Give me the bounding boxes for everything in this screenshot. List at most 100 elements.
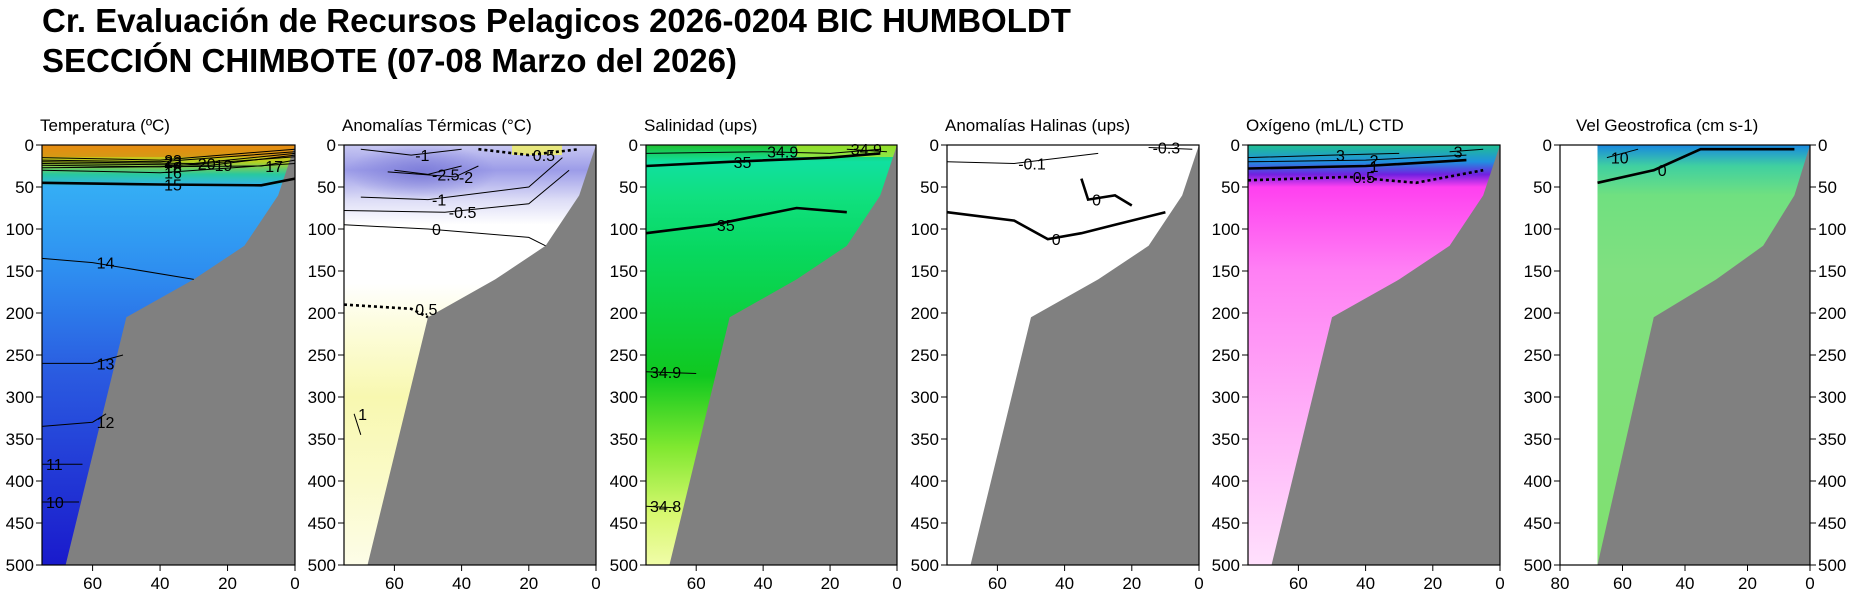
contour-line	[353, 413, 362, 435]
y-tick-label: 300	[610, 388, 638, 407]
y-tick-label: 0	[25, 136, 34, 155]
y-tick-label: 300	[911, 388, 939, 407]
x-tick-label: 40	[1356, 574, 1375, 593]
chart-subtitle: SECCIÓN CHIMBOTE (07-08 Marzo del 2026)	[42, 42, 737, 79]
x-tick-label: 20	[1423, 574, 1442, 593]
y-tick-label: 0	[1543, 136, 1552, 155]
contour-line	[1247, 152, 1400, 159]
contour-label: 10	[1611, 151, 1629, 168]
y-tick-label: 450	[1818, 514, 1846, 533]
y-tick-label: 500	[911, 556, 939, 575]
contour-line	[1449, 148, 1484, 153]
contour-label: 0	[1052, 232, 1061, 249]
x-tick-label: 0	[1495, 574, 1504, 593]
y-tick-label: 0	[1231, 136, 1240, 155]
contour-line	[343, 224, 546, 247]
y-tick-label: 300	[308, 388, 336, 407]
warm-patch	[512, 145, 562, 155]
contour-label: 1	[358, 407, 367, 424]
contour-line	[41, 163, 296, 174]
y-tick-label: 250	[308, 346, 336, 365]
y-tick-label: 500	[1524, 556, 1552, 575]
y-tick-label: 300	[1212, 388, 1240, 407]
y-tick-label: 0	[1818, 136, 1827, 155]
y-tick-label: 0	[327, 136, 336, 155]
contour-line	[1597, 147, 1795, 185]
contour-line	[1247, 158, 1467, 170]
x-tick-label: 20	[218, 574, 237, 593]
contour-label: -2	[459, 170, 473, 187]
y-tick-label: 0	[930, 136, 939, 155]
y-tick-label: 200	[911, 304, 939, 323]
y-tick-label: 150	[6, 262, 34, 281]
contour-line	[41, 148, 296, 161]
y-tick-label: 150	[1818, 262, 1846, 281]
contour-line	[387, 165, 479, 178]
panel-title: Anomalías Térmicas (°C)	[342, 116, 532, 135]
contour-line	[360, 157, 563, 201]
y-tick-label: 50	[920, 178, 939, 197]
x-tick-label: 0	[591, 574, 600, 593]
contour-label: -0.3	[1153, 141, 1181, 158]
contour-label: 0	[1658, 163, 1667, 180]
x-tick-label: 0	[1194, 574, 1203, 593]
contour-label: 34.9	[767, 145, 798, 162]
contour-line	[41, 257, 194, 280]
contour-label: 0.5	[533, 148, 555, 165]
y-tick-label: 250	[1524, 346, 1552, 365]
y-tick-label: 200	[1212, 304, 1240, 323]
y-tick-label: 200	[6, 304, 34, 323]
x-tick-label: 60	[385, 574, 404, 593]
y-tick-label: 250	[911, 346, 939, 365]
y-tick-label: 100	[610, 220, 638, 239]
contour-line	[1606, 148, 1639, 159]
contour-label: 12	[97, 415, 115, 432]
seabed	[42, 145, 295, 565]
y-tick-label: 500	[610, 556, 638, 575]
contour-line	[1247, 168, 1484, 185]
y-tick-label: 500	[1212, 556, 1240, 575]
y-tick-label: 100	[1524, 220, 1552, 239]
y-tick-label: 350	[911, 430, 939, 449]
y-tick-label: 450	[610, 514, 638, 533]
y-tick-label: 50	[15, 178, 34, 197]
contour-line	[645, 206, 847, 235]
panel-title: Oxígeno (mL/L) CTD	[1246, 116, 1404, 135]
panel-title: Anomalías Halinas (ups)	[945, 116, 1130, 135]
contour-label: -1	[415, 148, 429, 165]
y-tick-label: 150	[308, 262, 336, 281]
y-tick-label: 50	[317, 178, 336, 197]
contour-line	[41, 177, 296, 187]
y-tick-label: 350	[1212, 430, 1240, 449]
contour-label: 1	[1370, 159, 1379, 176]
y-tick-label: 100	[308, 220, 336, 239]
x-tick-label: 0	[290, 574, 299, 593]
cold-core	[346, 143, 497, 200]
seabed	[344, 145, 596, 565]
x-tick-label: 0	[892, 574, 901, 593]
x-tick-label: 80	[1551, 574, 1570, 593]
contour-label: 2	[1370, 153, 1379, 170]
contour-label: 11	[46, 457, 63, 474]
panel-2: Salinidad (ups)34.9 34.9353534.934.805010…	[610, 116, 902, 593]
panel-1: Anomalías Térmicas (°C)-1 0.5-2.5 -2-1-0.5…	[308, 116, 601, 593]
panel-title: Salinidad (ups)	[644, 116, 757, 135]
y-tick-label: 50	[1818, 178, 1837, 197]
contour-line	[343, 303, 429, 319]
y-tick-label: 500	[1818, 556, 1846, 575]
y-tick-label: 400	[911, 472, 939, 491]
y-tick-label: 400	[610, 472, 638, 491]
y-tick-label: 350	[1524, 430, 1552, 449]
contour-label: -0.1	[1018, 156, 1046, 173]
contour-label: 34.9	[650, 365, 681, 382]
y-tick-label: 100	[911, 220, 939, 239]
y-tick-label: 250	[6, 346, 34, 365]
x-tick-label: 60	[988, 574, 1007, 593]
contour-line	[1148, 147, 1193, 150]
x-tick-label: 60	[83, 574, 102, 593]
contour-line	[1247, 154, 1467, 163]
seabed	[646, 145, 897, 565]
y-tick-label: 100	[6, 220, 34, 239]
